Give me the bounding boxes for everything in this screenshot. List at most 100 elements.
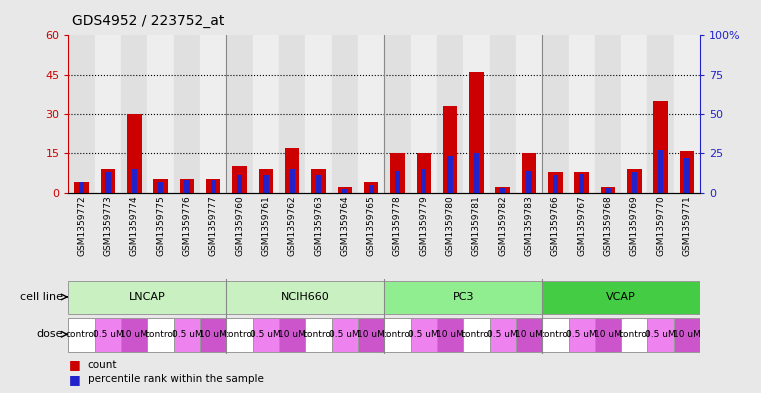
- Bar: [200, 35, 226, 193]
- Bar: [552, 175, 558, 193]
- Text: 0.5 uM: 0.5 uM: [645, 330, 676, 339]
- Bar: [527, 171, 532, 193]
- Text: VCAP: VCAP: [607, 292, 636, 302]
- Text: control: control: [382, 330, 413, 339]
- Bar: [542, 281, 700, 314]
- Text: GDS4952 / 223752_at: GDS4952 / 223752_at: [72, 13, 224, 28]
- Bar: [463, 318, 489, 352]
- Bar: [500, 188, 505, 193]
- Bar: [474, 153, 479, 193]
- Text: dose: dose: [37, 329, 62, 339]
- Text: percentile rank within the sample: percentile rank within the sample: [88, 374, 263, 384]
- Text: 10 uM: 10 uM: [673, 330, 701, 339]
- Bar: [68, 281, 227, 314]
- Text: LNCAP: LNCAP: [129, 292, 166, 302]
- Bar: [516, 35, 542, 193]
- Bar: [463, 35, 489, 193]
- Bar: [121, 35, 148, 193]
- Bar: [684, 158, 689, 193]
- Bar: [648, 318, 673, 352]
- Text: 10 uM: 10 uM: [120, 330, 148, 339]
- Bar: [174, 35, 200, 193]
- Bar: [542, 318, 568, 352]
- Bar: [673, 35, 700, 193]
- Bar: [285, 148, 299, 193]
- Bar: [174, 318, 200, 352]
- Bar: [470, 72, 484, 193]
- Bar: [289, 169, 295, 193]
- Bar: [395, 171, 400, 193]
- Bar: [227, 318, 253, 352]
- Bar: [680, 151, 694, 193]
- Bar: [148, 35, 174, 193]
- Bar: [358, 35, 384, 193]
- Text: 10 uM: 10 uM: [594, 330, 622, 339]
- Bar: [227, 281, 384, 314]
- Bar: [364, 182, 378, 193]
- Text: control: control: [460, 330, 492, 339]
- Bar: [253, 35, 279, 193]
- Text: NCIH660: NCIH660: [281, 292, 330, 302]
- Bar: [100, 169, 115, 193]
- Bar: [605, 188, 610, 193]
- Bar: [79, 182, 84, 193]
- Text: control: control: [619, 330, 650, 339]
- Bar: [253, 318, 279, 352]
- Text: control: control: [303, 330, 334, 339]
- Bar: [447, 156, 453, 193]
- Bar: [411, 318, 437, 352]
- Bar: [127, 114, 142, 193]
- Bar: [332, 35, 358, 193]
- Bar: [411, 35, 437, 193]
- Bar: [648, 35, 673, 193]
- Text: PC3: PC3: [453, 292, 474, 302]
- Bar: [237, 175, 242, 193]
- Bar: [384, 318, 411, 352]
- Bar: [200, 318, 227, 352]
- Bar: [489, 35, 516, 193]
- Bar: [522, 153, 537, 193]
- Text: 0.5 uM: 0.5 uM: [566, 330, 597, 339]
- Bar: [75, 182, 89, 193]
- Bar: [227, 35, 253, 193]
- Bar: [600, 187, 615, 193]
- Bar: [575, 172, 589, 193]
- Bar: [495, 187, 510, 193]
- Text: 10 uM: 10 uM: [279, 330, 306, 339]
- Text: control: control: [224, 330, 255, 339]
- Text: cell line: cell line: [20, 292, 62, 302]
- Bar: [542, 35, 568, 193]
- Bar: [437, 35, 463, 193]
- Bar: [259, 169, 273, 193]
- Bar: [658, 150, 664, 193]
- Bar: [437, 318, 463, 352]
- Text: 10 uM: 10 uM: [436, 330, 464, 339]
- Bar: [232, 166, 247, 193]
- Text: control: control: [145, 330, 177, 339]
- Text: 0.5 uM: 0.5 uM: [93, 330, 123, 339]
- Text: 10 uM: 10 uM: [515, 330, 543, 339]
- Bar: [105, 172, 110, 193]
- Bar: [148, 318, 174, 352]
- Bar: [548, 172, 562, 193]
- Bar: [154, 180, 168, 193]
- Bar: [206, 180, 221, 193]
- Bar: [279, 318, 305, 352]
- Bar: [390, 153, 405, 193]
- Text: 0.5 uM: 0.5 uM: [250, 330, 282, 339]
- Bar: [621, 318, 648, 352]
- Bar: [368, 185, 374, 193]
- Bar: [180, 180, 194, 193]
- Bar: [184, 180, 189, 193]
- Bar: [95, 35, 121, 193]
- Bar: [654, 101, 668, 193]
- Text: 0.5 uM: 0.5 uM: [487, 330, 518, 339]
- Bar: [568, 35, 595, 193]
- Bar: [421, 169, 426, 193]
- Bar: [595, 35, 621, 193]
- Bar: [632, 172, 637, 193]
- Bar: [443, 106, 457, 193]
- Bar: [158, 182, 163, 193]
- Text: count: count: [88, 360, 117, 370]
- Bar: [332, 318, 358, 352]
